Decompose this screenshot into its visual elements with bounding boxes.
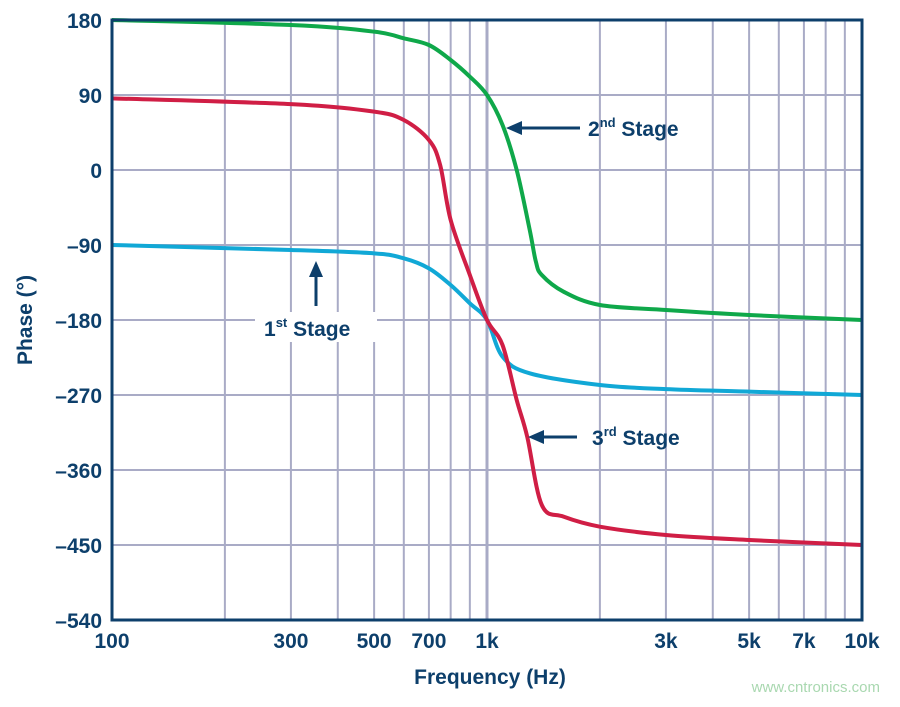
x-tick-label: 5k (737, 630, 761, 653)
series-group (111, 18, 863, 547)
x-tick-label: 7k (792, 630, 816, 653)
svg-text:2nd Stage: 2nd Stage (588, 115, 679, 141)
series-line-3 (111, 96, 863, 547)
svg-text:3rd Stage: 3rd Stage (592, 424, 680, 450)
annotation-3rd-stage: 3rd Stage (528, 424, 680, 450)
y-tick-label: 0 (90, 160, 102, 183)
x-tick-label: 700 (411, 630, 446, 653)
annotation-base: 1 (264, 318, 276, 341)
y-tick-label: –90 (67, 235, 102, 258)
annotation-rest: Stage (617, 427, 680, 450)
annotation-rest: Stage (616, 118, 679, 141)
annotation-2nd-stage: 2nd Stage (506, 115, 679, 141)
series-line-1 (111, 243, 863, 397)
y-tick-label: –450 (55, 535, 102, 558)
annotation-1st-stage: 1st Stage (255, 261, 377, 342)
x-tick-label: 1k (475, 630, 499, 653)
x-tick-label: 300 (273, 630, 308, 653)
annotation-sup: nd (600, 115, 616, 130)
x-axis-label: Frequency (Hz) (414, 666, 566, 689)
annotation-base: 2 (588, 118, 600, 141)
watermark: www.cntronics.com (751, 679, 880, 696)
y-tick-labels: 180 90 0 –90 –180 –270 –360 –450 –540 (55, 10, 102, 633)
annotation-base: 3 (592, 427, 604, 450)
y-tick-label: –540 (55, 610, 102, 633)
x-tick-label: 10k (844, 630, 879, 653)
annotation-rest: Stage (287, 318, 350, 341)
x-tick-label: 100 (94, 630, 129, 653)
plot-frame (110, 18, 864, 622)
arrow-head-icon (309, 261, 323, 277)
y-axis-label: Phase (°) (14, 275, 37, 365)
x-tick-label: 3k (654, 630, 678, 653)
annotation-sup: st (276, 315, 288, 330)
arrow-head-icon (506, 121, 522, 135)
x-tick-label: 500 (357, 630, 392, 653)
y-tick-label: –180 (55, 310, 102, 333)
y-tick-label: 180 (67, 10, 102, 33)
y-tick-label: 90 (79, 85, 102, 108)
svg-text:1st Stage: 1st Stage (264, 315, 350, 341)
x-tick-labels: 100 300 500 700 1k 3k 5k 7k 10k (94, 630, 879, 653)
y-tick-label: –270 (55, 385, 102, 408)
y-tick-label: –360 (55, 460, 102, 483)
annotation-sup: rd (604, 424, 617, 439)
series-line-2 (111, 18, 863, 322)
arrow-head-icon (528, 430, 544, 444)
